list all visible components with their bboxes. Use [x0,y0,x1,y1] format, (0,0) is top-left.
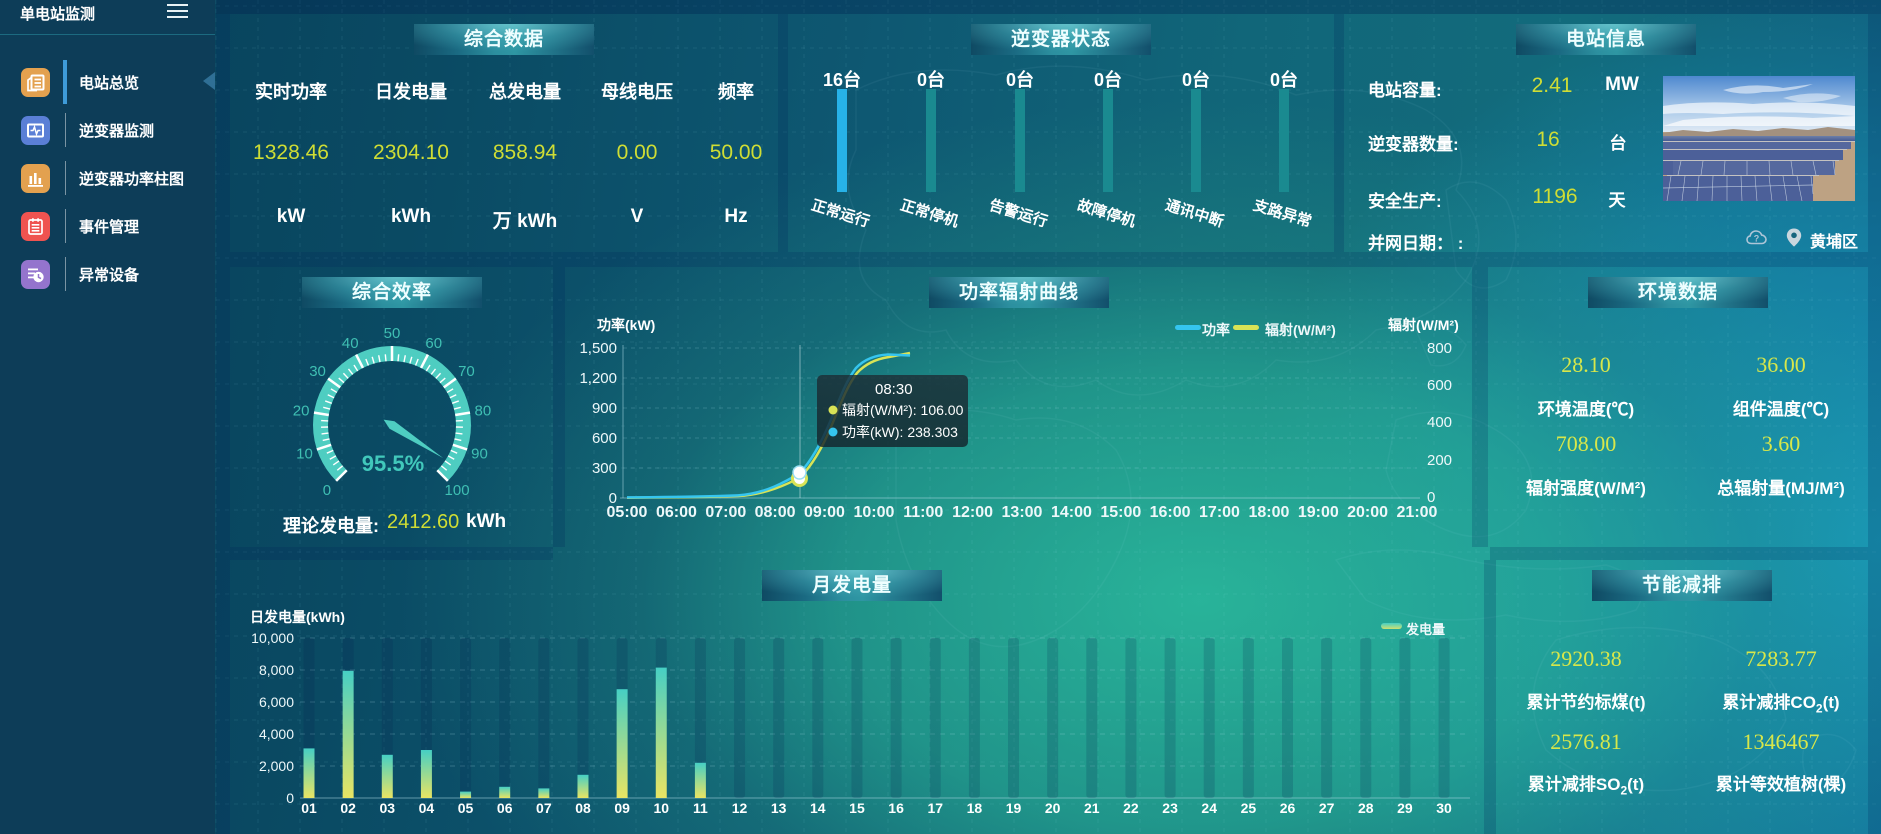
svg-text:14: 14 [810,800,826,816]
svg-text:发电量: 发电量 [1405,622,1445,637]
svg-text:08: 08 [575,800,591,816]
svg-text:400: 400 [1427,414,1452,431]
svg-text:15:00: 15:00 [1100,504,1141,521]
svg-text:24: 24 [1201,800,1217,816]
svg-text:0: 0 [286,790,294,806]
svg-text:40: 40 [342,335,359,352]
svg-text:02: 02 [340,800,356,816]
svg-text:03: 03 [379,800,395,816]
svg-text:60: 60 [425,335,442,352]
svg-text:01: 01 [301,800,317,816]
svg-text:09: 09 [614,800,630,816]
svg-text:20: 20 [1045,800,1061,816]
svg-text:09:00: 09:00 [804,504,845,521]
svg-text:辐射(W/M²): 辐射(W/M²) [1265,322,1336,338]
svg-text:2,000: 2,000 [259,758,294,774]
svg-text:05: 05 [458,800,474,816]
svg-text:10:00: 10:00 [853,504,894,521]
svg-text:30: 30 [1436,800,1452,816]
svg-text:200: 200 [1427,452,1452,469]
svg-text:13:00: 13:00 [1002,504,1043,521]
svg-text:12:00: 12:00 [952,504,993,521]
svg-text:15: 15 [849,800,865,816]
svg-text:18: 18 [967,800,983,816]
svg-text:19:00: 19:00 [1298,504,1339,521]
svg-text:14:00: 14:00 [1051,504,1092,521]
svg-text:12: 12 [732,800,748,816]
svg-text:1,500: 1,500 [579,340,617,357]
svg-text:0: 0 [1427,489,1435,506]
svg-text:600: 600 [1427,377,1452,394]
svg-text:25: 25 [1241,800,1257,816]
svg-text:8,000: 8,000 [259,662,294,678]
svg-text:600: 600 [592,430,617,447]
svg-text:800: 800 [1427,340,1452,357]
svg-text:辐射(W/M²): 106.00: 辐射(W/M²): 106.00 [842,402,964,418]
svg-text:17:00: 17:00 [1199,504,1240,521]
svg-text:90: 90 [471,445,488,462]
svg-text:07: 07 [536,800,552,816]
svg-text:06: 06 [497,800,513,816]
svg-text:?: ? [1754,234,1760,244]
svg-text:06:00: 06:00 [656,504,697,521]
svg-text:16:00: 16:00 [1150,504,1191,521]
svg-text:70: 70 [458,363,475,380]
svg-text:29: 29 [1397,800,1413,816]
svg-text:18:00: 18:00 [1248,504,1289,521]
svg-text:辐射(W/M²): 辐射(W/M²) [1388,317,1459,333]
svg-text:30: 30 [309,363,326,380]
svg-text:21: 21 [1084,800,1100,816]
svg-text:功率(kW): 238.303: 功率(kW): 238.303 [842,424,958,440]
svg-text:10: 10 [653,800,669,816]
svg-text:4,000: 4,000 [259,726,294,742]
svg-text:300: 300 [592,460,617,477]
svg-text:27: 27 [1319,800,1335,816]
svg-text:50: 50 [384,325,401,342]
svg-text:28: 28 [1358,800,1374,816]
svg-text:08:30: 08:30 [875,381,913,398]
svg-text:80: 80 [475,403,492,420]
svg-text:100: 100 [445,482,470,499]
svg-text:08:00: 08:00 [755,504,796,521]
svg-text:6,000: 6,000 [259,694,294,710]
svg-text:13: 13 [771,800,787,816]
svg-text:11:00: 11:00 [903,504,943,521]
svg-text:22: 22 [1123,800,1139,816]
svg-text:23: 23 [1162,800,1178,816]
svg-text:日发电量(kWh): 日发电量(kWh) [250,609,345,625]
svg-text:17: 17 [927,800,943,816]
svg-text:05:00: 05:00 [607,504,648,521]
svg-text:07:00: 07:00 [705,504,746,521]
svg-text:11: 11 [693,800,708,816]
svg-text:900: 900 [592,400,617,417]
svg-text:21:00: 21:00 [1397,504,1438,521]
svg-text:10,000: 10,000 [251,630,294,646]
svg-text:20: 20 [293,403,310,420]
svg-text:0: 0 [323,482,331,499]
svg-text:26: 26 [1280,800,1296,816]
svg-text:功率(kW): 功率(kW) [597,317,655,333]
svg-text:04: 04 [419,800,435,816]
svg-text:1,200: 1,200 [579,370,617,387]
svg-text:16: 16 [888,800,904,816]
svg-text:19: 19 [1006,800,1022,816]
svg-text:10: 10 [296,445,313,462]
svg-text:0: 0 [609,490,617,507]
svg-text:功率: 功率 [1202,322,1230,338]
svg-text:20:00: 20:00 [1347,504,1388,521]
